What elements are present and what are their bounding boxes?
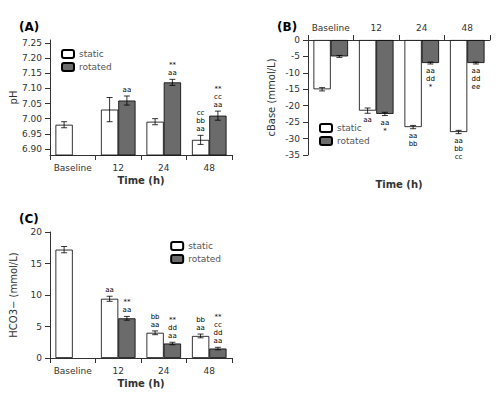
svg-text:dd: dd [471, 75, 480, 83]
svg-text:7.25: 7.25 [22, 38, 42, 48]
svg-text:cc: cc [214, 93, 222, 101]
svg-text:7.15: 7.15 [22, 68, 42, 78]
svg-text:cc: cc [455, 153, 463, 161]
svg-text:**: ** [123, 298, 131, 306]
svg-text:bb: bb [454, 145, 463, 153]
svg-text:-35: -35 [285, 150, 300, 160]
svg-text:cc: cc [214, 321, 222, 329]
svg-text:aa: aa [214, 101, 223, 109]
svg-text:Baseline: Baseline [54, 366, 93, 376]
svg-text:6.95: 6.95 [22, 129, 42, 139]
svg-text:dd: dd [213, 329, 222, 337]
svg-text:aa: aa [381, 119, 390, 127]
svg-text:24: 24 [158, 163, 170, 173]
svg-text:12: 12 [371, 23, 382, 33]
svg-text:0: 0 [294, 35, 300, 45]
svg-text:-25: -25 [285, 117, 300, 127]
svg-text:dd: dd [168, 324, 177, 332]
svg-text:(C): (C) [19, 212, 39, 226]
svg-text:5: 5 [36, 322, 42, 332]
svg-text:Time (h): Time (h) [117, 175, 164, 186]
svg-text:**: ** [214, 313, 222, 321]
svg-text:bb: bb [409, 140, 418, 148]
svg-text:aa: aa [363, 116, 372, 124]
svg-text:aa: aa [196, 125, 205, 133]
svg-text:cBase (mmol/L): cBase (mmol/L) [266, 58, 277, 136]
svg-text:Baseline: Baseline [312, 23, 351, 33]
svg-text:-5: -5 [291, 51, 300, 61]
svg-text:bb: bb [196, 117, 205, 125]
svg-text:7.20: 7.20 [22, 53, 42, 63]
svg-text:7.00: 7.00 [22, 114, 42, 124]
svg-text:aa: aa [168, 332, 177, 340]
svg-text:cc: cc [197, 109, 205, 117]
svg-text:*: * [429, 83, 433, 91]
svg-text:static: static [188, 241, 213, 251]
svg-text:48: 48 [204, 366, 216, 376]
svg-text:0: 0 [36, 353, 42, 363]
svg-text:24: 24 [416, 23, 428, 33]
svg-text:7.10: 7.10 [22, 83, 42, 93]
svg-text:Time (h): Time (h) [117, 378, 164, 389]
svg-text:aa: aa [214, 337, 223, 345]
svg-text:-15: -15 [285, 84, 300, 94]
svg-text:48: 48 [204, 163, 216, 173]
svg-text:aa: aa [196, 324, 205, 332]
svg-text:rotated: rotated [79, 62, 112, 72]
svg-text:ee: ee [472, 83, 481, 91]
svg-text:7.05: 7.05 [22, 99, 42, 109]
svg-text:Baseline: Baseline [54, 163, 93, 173]
svg-text:pH: pH [8, 91, 19, 105]
svg-text:10: 10 [31, 290, 43, 300]
svg-text:aa: aa [123, 86, 132, 94]
svg-text:20: 20 [31, 227, 43, 237]
svg-text:aa: aa [472, 67, 481, 75]
svg-text:rotated: rotated [188, 254, 221, 264]
svg-text:aa: aa [168, 69, 177, 77]
svg-text:aa: aa [409, 132, 418, 140]
svg-text:6.90: 6.90 [22, 144, 42, 154]
svg-text:bb: bb [196, 316, 205, 324]
svg-text:aa: aa [151, 321, 160, 329]
svg-text:12: 12 [113, 366, 124, 376]
svg-text:(B): (B) [277, 20, 297, 34]
svg-text:aa: aa [426, 67, 435, 75]
svg-text:**: ** [169, 61, 177, 69]
svg-text:-30: -30 [285, 134, 300, 144]
svg-text:aa: aa [123, 306, 132, 314]
svg-text:-10: -10 [285, 68, 300, 78]
svg-text:24: 24 [158, 366, 170, 376]
svg-text:aa: aa [454, 137, 463, 145]
svg-text:48: 48 [462, 23, 474, 33]
svg-text:-20: -20 [285, 101, 300, 111]
svg-text:Time (h): Time (h) [375, 179, 422, 190]
svg-text:dd: dd [426, 75, 435, 83]
svg-text:12: 12 [113, 163, 124, 173]
svg-text:static: static [79, 49, 104, 59]
svg-text:**: ** [169, 316, 177, 324]
svg-text:**: ** [214, 85, 222, 93]
svg-text:bb: bb [151, 313, 160, 321]
svg-text:aa: aa [105, 286, 114, 294]
svg-text:*: * [383, 127, 387, 135]
svg-text:HCO3− (mmol/L): HCO3− (mmol/L) [8, 252, 19, 338]
svg-text:rotated: rotated [337, 136, 370, 146]
svg-text:(A): (A) [19, 20, 39, 34]
svg-text:15: 15 [31, 259, 42, 269]
svg-text:static: static [337, 123, 362, 133]
